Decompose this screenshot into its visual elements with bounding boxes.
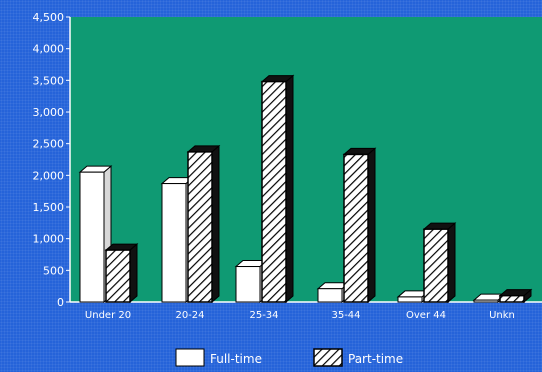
- bars-group: [78, 74, 533, 304]
- bar-part-time: [498, 288, 533, 304]
- bar-side-face: [129, 242, 138, 304]
- bar-side-face: [211, 144, 220, 304]
- bar-part-time: [104, 242, 139, 304]
- x-axis-labels: Under 20 20-24 25-34 35-44 Over 44 Unkn: [85, 310, 515, 321]
- bar-front-face: [187, 151, 213, 303]
- y-tick-label: 1,000: [33, 233, 65, 246]
- bar-side-face: [285, 74, 294, 304]
- bar-part-time: [260, 74, 295, 304]
- bar-part-time: [186, 144, 221, 304]
- bar-front-face: [499, 294, 525, 303]
- y-tick-label: 2,500: [33, 138, 65, 151]
- legend-swatch-full-time: [175, 348, 205, 367]
- x-category-label: Under 20: [85, 310, 131, 321]
- x-category-label: 25-34: [249, 310, 278, 321]
- y-tick-label: 0: [57, 296, 64, 309]
- y-tick-label: 4,500: [33, 11, 65, 24]
- bar-part-time: [342, 147, 377, 304]
- bar-front-face: [261, 80, 287, 303]
- legend-label-full-time: Full-time: [210, 352, 262, 366]
- y-tick-label: 3,000: [33, 106, 65, 119]
- plot-area: [70, 17, 542, 302]
- x-category-label: Unkn: [489, 310, 515, 321]
- y-axis-ticks: 4,500 4,000 3,500 3,000 2,500 2,000 1,500 1,000…: [33, 11, 70, 309]
- bar-front-face: [343, 153, 369, 303]
- y-tick-label: 2,000: [33, 169, 65, 182]
- y-tick-label: 4,000: [33, 43, 65, 56]
- bar-side-face: [447, 222, 456, 304]
- x-category-label: 35-44: [331, 310, 360, 321]
- legend-label-part-time: Part-time: [348, 352, 403, 366]
- bar-front-face: [235, 266, 261, 303]
- bar-side-face: [367, 147, 376, 304]
- y-tick-label: 3,500: [33, 74, 65, 87]
- bar-front-face: [79, 171, 105, 303]
- x-category-label: 20-24: [175, 310, 204, 321]
- bar-front-face: [473, 299, 499, 303]
- bar-part-time: [422, 222, 457, 304]
- bar-front-face: [105, 249, 131, 303]
- legend: Full-time Part-time: [175, 348, 403, 367]
- bar-front-face: [161, 183, 187, 303]
- y-tick-label: 500: [43, 264, 64, 277]
- bar-front-face: [397, 296, 423, 303]
- y-tick-label: 1,500: [33, 201, 65, 214]
- bar-front-face: [317, 288, 343, 303]
- legend-swatch-part-time: [313, 348, 343, 367]
- x-category-label: Over 44: [406, 310, 446, 321]
- bar-front-face: [423, 228, 449, 303]
